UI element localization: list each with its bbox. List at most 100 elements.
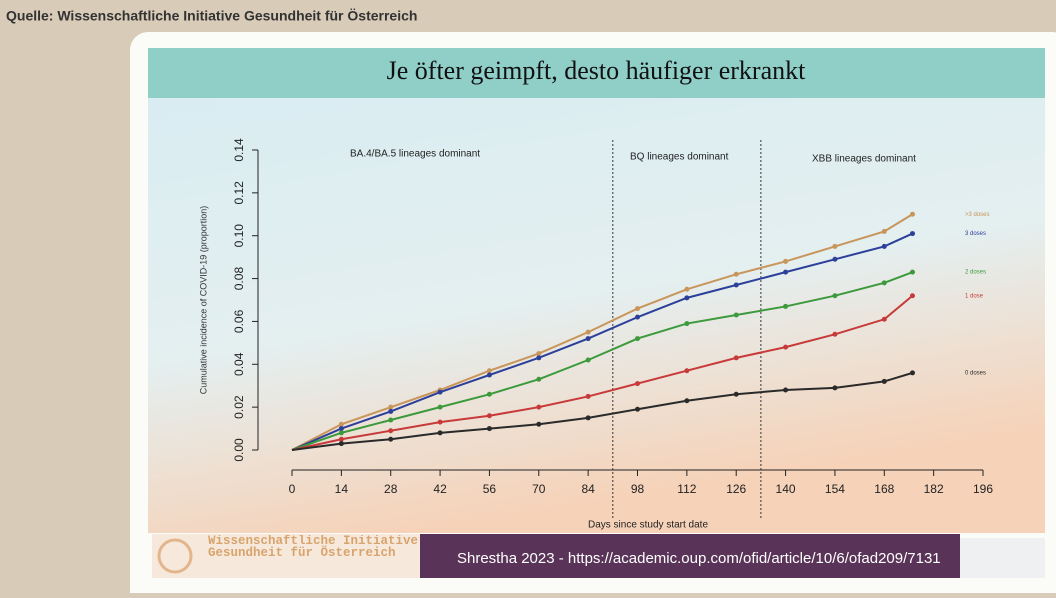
title-banner [148,48,1045,98]
data-point [684,295,690,301]
annotation: BQ lineages dominant [630,152,729,163]
data-point [733,312,739,318]
legend-label: 1 dose [965,293,984,299]
x-tick-label: 154 [825,482,845,496]
data-point [881,228,887,234]
data-point [832,256,838,262]
data-point [585,336,591,342]
x-axis-label: Days since study start date [588,520,708,531]
data-point [909,370,915,376]
legend-label: 2 doses [965,270,986,276]
x-tick-label: 112 [677,482,696,496]
data-point [536,351,542,357]
y-tick-label: 0.04 [232,352,246,376]
logo-icon [157,538,193,574]
legend-label: >3 doses [965,212,990,218]
data-point [536,421,542,427]
data-point [783,269,789,275]
data-point [437,404,443,410]
x-tick-label: 98 [631,482,645,496]
data-point [635,406,640,412]
data-point [684,398,690,404]
y-tick-label: 0.12 [232,181,246,205]
annotation: BA.4/BA.5 lineages dominant [350,149,480,160]
series-line [291,271,913,451]
data-point [486,391,492,397]
source: Quelle: Wissenschaftliche Initiative Ges… [6,8,417,24]
data-point [585,329,591,335]
data-point [585,357,591,363]
data-point [585,393,591,399]
data-point [486,368,492,374]
chart-title: Je öfter geimpft, desto häufiger erkrank… [387,56,807,85]
data-point [388,408,394,414]
data-point [585,415,591,421]
citation-bar [420,534,960,578]
data-point [909,231,915,237]
x-tick-label: 168 [874,482,894,496]
data-point [338,430,344,436]
data-point [783,258,789,264]
logo-text-box: Wissenschaftliche Initiative Gesundheit … [208,535,419,560]
x-tick-label: 182 [924,482,944,496]
partner-logo [960,538,1045,578]
data-point [635,381,640,387]
y-tick-label: 0.08 [232,267,246,291]
data-point [783,387,789,393]
data-point [684,321,690,327]
data-point [338,436,344,442]
data-point [388,417,394,423]
data-point [733,391,739,397]
series-line [291,213,914,451]
x-tick-label: 42 [433,482,447,496]
data-point [783,344,789,350]
legend-label: 3 doses [965,231,986,237]
x-tick-label: 14 [335,482,349,496]
data-point [881,378,887,384]
y-tick-label: 0.10 [232,224,246,248]
slide [148,48,1045,533]
x-tick-label: 56 [483,482,497,496]
x-tick-label: 140 [776,482,796,496]
data-point [536,376,542,382]
data-point [783,303,789,309]
data-point [437,430,443,436]
annotation: XBB lineages dominant [812,154,916,165]
data-point [437,389,443,395]
data-point [909,211,915,217]
logo-text: Wissenschaftliche Initiative Gesundheit … [208,535,419,560]
data-point [437,419,443,425]
citation: Shrestha 2023 - https://academic.oup.com… [457,550,941,567]
y-tick-label: 0.06 [232,309,246,333]
data-point [338,441,344,447]
legend-label: 0 doses [965,370,986,376]
data-point [881,280,887,286]
data-point [684,368,690,374]
data-point [684,286,690,292]
x-tick-label: 126 [726,482,746,496]
data-point [635,314,640,320]
data-point [881,316,887,322]
x-tick-label: 70 [532,482,546,496]
data-point [909,269,915,275]
x-tick-label: 196 [973,482,993,496]
x-tick-label: 84 [581,482,595,496]
series-line [291,371,913,451]
data-point [832,385,838,391]
data-point [832,331,838,337]
data-point [388,436,394,442]
data-point [909,293,915,299]
data-point [338,421,344,427]
data-point [338,426,344,432]
logo-box [152,534,420,578]
data-point [881,243,887,249]
data-point [388,428,394,434]
data-point [733,355,739,361]
y-axis-label: Cumulative incidence of COVID-19 (propor… [198,206,208,395]
data-point [635,306,640,312]
data-point [486,372,492,378]
x-tick-label: 0 [289,482,296,496]
y-tick-label: 0.02 [232,395,246,419]
